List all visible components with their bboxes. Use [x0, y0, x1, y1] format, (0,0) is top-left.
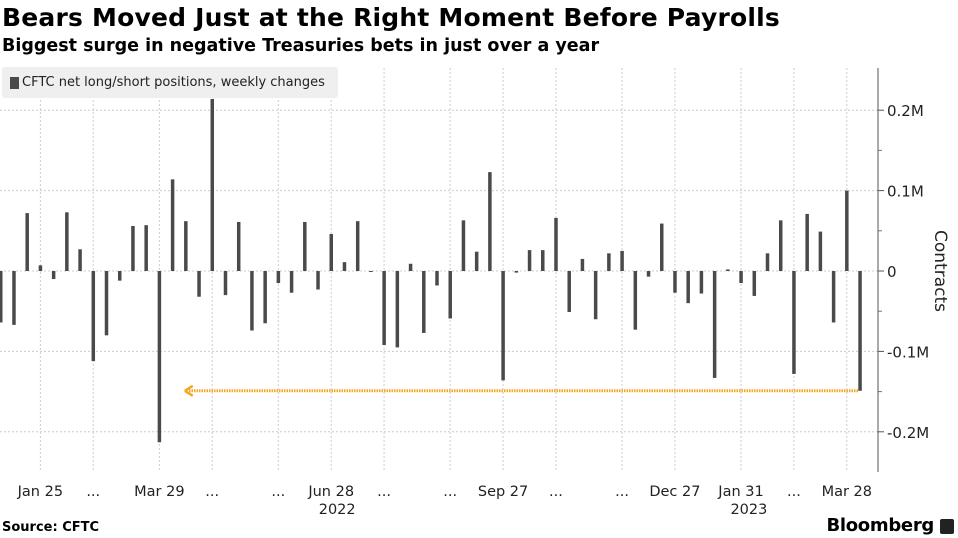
bar [673, 271, 677, 293]
x-year-label: 2022 [319, 502, 356, 518]
x-tick-label: ... [443, 484, 457, 500]
bar [369, 271, 373, 272]
bar [131, 225, 135, 271]
bar [435, 271, 439, 286]
bar [448, 271, 452, 319]
bar [792, 271, 796, 374]
x-tick-label: ... [615, 484, 629, 500]
bar [117, 271, 122, 281]
bar [580, 258, 585, 271]
bar [778, 220, 783, 271]
bar [488, 172, 492, 271]
x-tick-label: ... [377, 484, 391, 500]
x-year-label: 2023 [730, 502, 767, 518]
y-tick-label: 0.2M [887, 102, 924, 120]
bar [541, 250, 545, 271]
bar [78, 249, 82, 271]
bar [12, 271, 16, 325]
bar [236, 221, 241, 271]
bar [726, 269, 730, 271]
y-tick-label: -0.1M [887, 343, 929, 361]
chart-subtitle: Biggest surge in negative Treasuries bet… [2, 36, 600, 56]
x-tick-label: ... [86, 484, 100, 500]
bar [699, 271, 704, 294]
bar [197, 271, 201, 297]
bar [104, 271, 109, 336]
bar [157, 271, 162, 443]
bar [91, 271, 96, 362]
x-tick-label: Jan 25 [17, 484, 63, 500]
bar [845, 190, 849, 271]
bar [765, 253, 770, 271]
bar [382, 271, 386, 345]
bar [686, 271, 690, 304]
bar [303, 221, 307, 271]
bar [263, 271, 267, 324]
bar [831, 271, 836, 323]
bar [276, 271, 281, 284]
legend-label: CFTC net long/short positions, weekly ch… [22, 75, 325, 90]
y-tick-label: 0 [887, 263, 897, 281]
x-tick-label: Dec 27 [649, 484, 700, 500]
legend-swatch [10, 76, 19, 89]
bar [461, 220, 466, 271]
bar [210, 98, 215, 271]
bar [355, 221, 360, 271]
bar [514, 271, 519, 273]
bar [170, 179, 175, 271]
x-tick-label: Sep 27 [478, 484, 528, 500]
y-tick-label: 0.1M [887, 183, 924, 201]
bar [660, 223, 664, 271]
bar [567, 271, 571, 313]
bar [620, 250, 624, 271]
bar [805, 213, 809, 271]
bar [38, 265, 43, 271]
x-tick-label: ... [787, 484, 801, 500]
bar [342, 262, 347, 271]
chart-title: Bears Moved Just at the Right Moment Bef… [2, 3, 780, 32]
bar [51, 271, 56, 280]
bar [739, 271, 743, 284]
bar [25, 213, 29, 271]
bar [501, 271, 505, 381]
arrowhead-icon [184, 384, 194, 397]
y-tick-label: -0.2M [887, 424, 929, 442]
y-axis-label: Contracts [930, 230, 950, 312]
bloomberg-logo: Bloomberg [826, 515, 934, 536]
legend: CFTC net long/short positions, weekly ch… [2, 67, 338, 98]
bar [858, 271, 862, 391]
bar [633, 271, 638, 330]
bar [607, 253, 611, 271]
bar [289, 271, 294, 293]
bar [250, 271, 254, 331]
bar [422, 271, 426, 333]
bar [712, 271, 717, 378]
bar [316, 271, 320, 290]
bar [752, 271, 757, 296]
x-tick-label: Jan 31 [717, 484, 763, 500]
source-note: Source: CFTC [2, 520, 100, 535]
bar [646, 271, 651, 277]
x-tick-label: Jun 28 [307, 484, 354, 500]
bar [554, 217, 558, 271]
bar [408, 263, 413, 271]
bar [593, 271, 598, 320]
bar [395, 271, 400, 348]
x-tick-label: Mar 29 [134, 484, 184, 500]
bar [144, 225, 148, 271]
x-tick-label: ... [271, 484, 285, 500]
bar [0, 271, 3, 323]
bar [223, 271, 228, 296]
bloomberg-chart-icon [940, 519, 954, 534]
bar [527, 250, 532, 271]
bar [474, 251, 479, 271]
x-tick-label: Mar 28 [822, 484, 872, 500]
x-tick-label: ... [205, 484, 219, 500]
bar [329, 234, 333, 271]
bar [184, 221, 188, 271]
bar [65, 212, 69, 271]
bar [818, 231, 823, 271]
x-tick-label: ... [549, 484, 563, 500]
